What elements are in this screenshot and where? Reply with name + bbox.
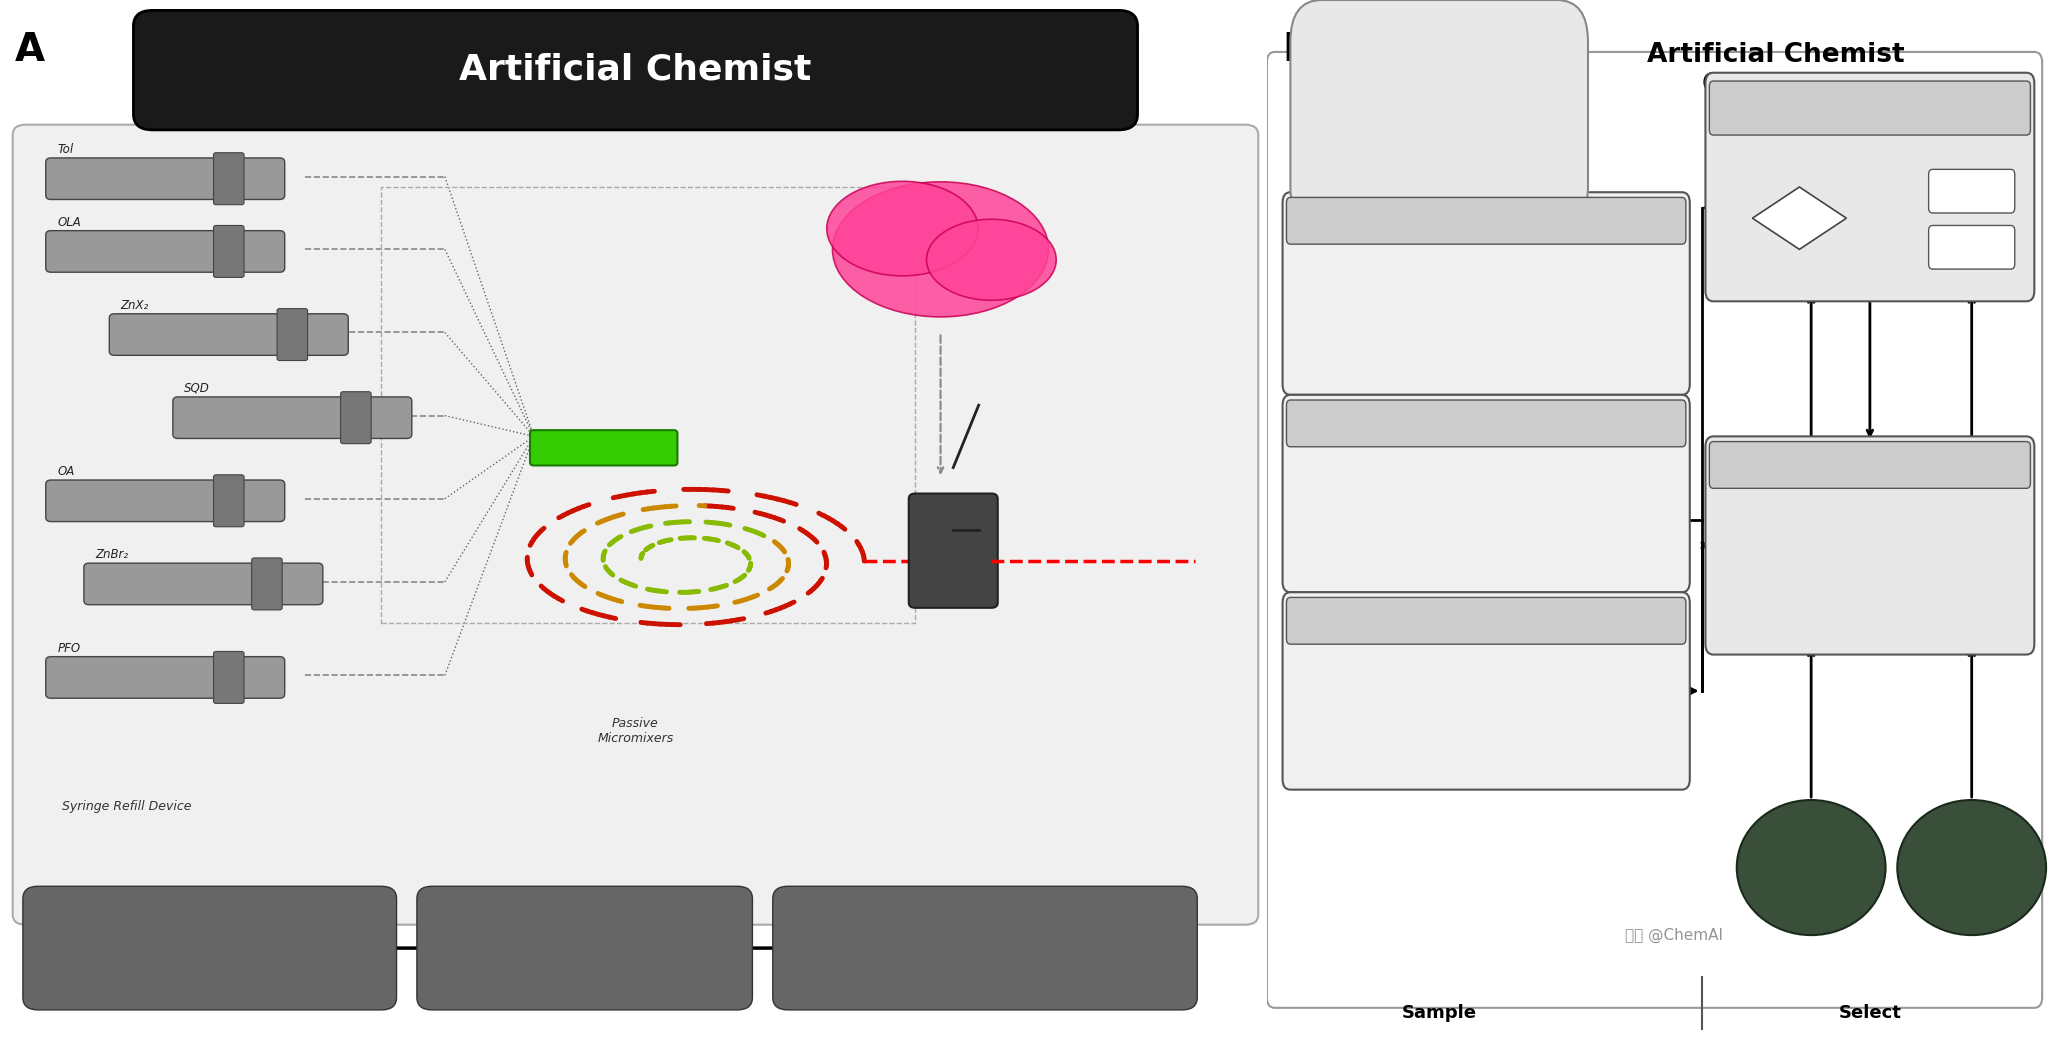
FancyBboxPatch shape [23,886,396,1010]
Text: In Situ (Nano)Material
Characterization
Module: In Situ (Nano)Material Characterization … [906,927,1064,969]
Text: - UV-Vis Absorption: - UV-Vis Absorption [1314,485,1427,498]
FancyBboxPatch shape [1706,73,2034,301]
FancyBboxPatch shape [213,153,244,205]
Ellipse shape [1736,800,1886,935]
Text: ZnBr₂: ZnBr₂ [96,548,129,561]
Text: - Path length reduction: - Path length reduction [1314,454,1449,467]
Text: - Ensemble neural network: - Ensemble neural network [1736,499,1890,509]
Text: - Reactive phase isolation: - Reactive phase isolation [1314,650,1466,663]
Text: Exploit: Exploit [1952,185,1993,197]
Text: Target
Emission: Target Emission [1943,854,2001,881]
Text: - Set flow composition: - Set flow composition [1314,248,1445,261]
Text: Flow Synthesis: Flow Synthesis [1423,214,1550,229]
Text: N: N [1890,229,1898,239]
Text: Experiment Selection: Experiment Selection [1786,101,1954,115]
FancyBboxPatch shape [84,563,322,605]
FancyBboxPatch shape [1287,597,1685,644]
FancyBboxPatch shape [908,494,998,608]
FancyBboxPatch shape [45,480,285,522]
Text: - Equilibration: - Equilibration [1314,307,1396,319]
Text: Y: Y [1890,171,1896,182]
Text: In Situ: In Situ [1376,417,1433,431]
FancyBboxPatch shape [45,657,285,698]
Text: Real-Time Data Processing: Real-Time Data Processing [1376,614,1597,629]
Text: Tol: Tol [57,142,74,156]
FancyBboxPatch shape [133,10,1138,130]
Ellipse shape [1898,800,2046,935]
Text: Characterization: Characterization [1494,417,1642,431]
Text: B: B [1283,31,1312,70]
Text: Flow Reactor
Module: Flow Reactor Module [539,934,631,962]
FancyBboxPatch shape [1287,400,1685,447]
FancyBboxPatch shape [277,309,308,361]
Text: - Adaboost.RT: - Adaboost.RT [1736,592,1814,603]
FancyBboxPatch shape [340,392,371,444]
Text: Artificial Chemist
Operation: Artificial Chemist Operation [1646,42,1904,98]
FancyBboxPatch shape [1287,197,1685,244]
Text: Syringe Refill Device: Syringe Refill Device [62,800,193,814]
Text: A: A [14,31,45,70]
FancyBboxPatch shape [1706,436,2034,655]
Text: ZnX₂: ZnX₂ [121,298,150,312]
Text: Artificial Chemist: Artificial Chemist [459,53,812,86]
Ellipse shape [927,219,1056,300]
FancyBboxPatch shape [773,886,1197,1010]
Polygon shape [1753,187,1847,249]
FancyBboxPatch shape [109,314,349,355]
FancyBboxPatch shape [213,225,244,277]
FancyBboxPatch shape [213,475,244,527]
Text: Precursor
Formulation Module: Precursor Formulation Module [139,934,279,962]
FancyBboxPatch shape [531,430,676,465]
FancyBboxPatch shape [252,558,283,610]
Text: - Three output training: - Three output training [1736,561,1866,571]
Text: model: model [1736,530,1779,540]
FancyBboxPatch shape [45,158,285,199]
FancyBboxPatch shape [416,886,752,1010]
FancyBboxPatch shape [1283,592,1689,790]
Text: Model Training: Model Training [1812,458,1927,473]
Text: 知乎 @ChemAI: 知乎 @ChemAI [1626,928,1724,942]
Ellipse shape [832,182,1050,317]
Ellipse shape [826,181,978,275]
Text: - Spectra processing: - Spectra processing [1314,682,1435,694]
FancyBboxPatch shape [172,397,412,438]
FancyBboxPatch shape [213,651,244,703]
Text: Explore: Explore [1950,241,1995,254]
Text: Sufficient
data?: Sufficient data? [1775,208,1824,229]
Text: Prior
Knowledge: Prior Knowledge [1775,854,1847,881]
FancyBboxPatch shape [1283,395,1689,592]
Text: - Passive micromixing: - Passive micromixing [1314,277,1443,290]
Text: PFO: PFO [57,641,80,655]
FancyBboxPatch shape [45,231,285,272]
FancyBboxPatch shape [1710,442,2030,488]
FancyBboxPatch shape [1929,225,2015,269]
FancyBboxPatch shape [1929,169,2015,213]
Text: Unbiased Random
Experiment: Unbiased Random Experiment [1382,101,1496,128]
Text: OA: OA [57,464,74,478]
FancyBboxPatch shape [1283,192,1689,395]
Text: SQD: SQD [184,381,209,395]
Text: Passive
Micromixers: Passive Micromixers [597,717,674,745]
Bar [381,187,914,623]
FancyBboxPatch shape [1710,81,2030,135]
FancyBboxPatch shape [12,125,1259,925]
Text: - Photoluminescence: - Photoluminescence [1314,516,1437,529]
Text: Sample: Sample [1402,1004,1476,1022]
Text: OLA: OLA [57,215,80,229]
FancyBboxPatch shape [1289,0,1589,229]
Text: Select: Select [1839,1004,1900,1022]
